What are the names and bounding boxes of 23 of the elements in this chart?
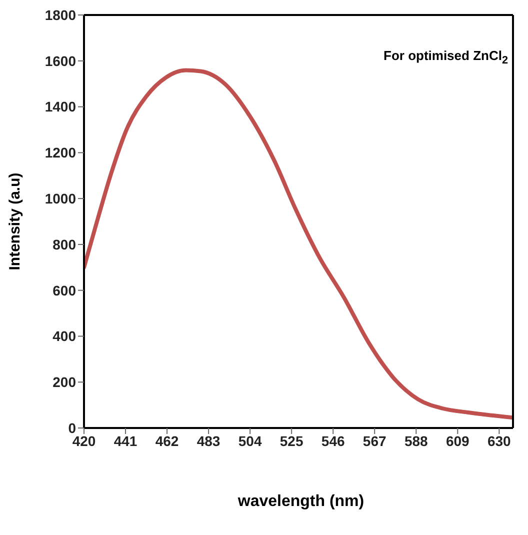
- x-tick-label: 609: [446, 432, 470, 449]
- y-tick-label: 1000: [44, 190, 76, 207]
- y-tick-label: 1600: [44, 52, 76, 69]
- x-tick-label: 546: [321, 432, 345, 449]
- y-tick-label: 1800: [44, 6, 76, 23]
- y-tick-label: 1400: [44, 98, 76, 115]
- x-tick-label: 504: [238, 432, 262, 449]
- y-tick-label: 600: [52, 282, 76, 298]
- x-axis-title: wavelength (nm): [236, 493, 366, 511]
- y-tick-label: 800: [52, 236, 76, 252]
- x-tick-label: 441: [114, 432, 138, 449]
- annotation: For optimised ZnCl$_{2}$: [384, 48, 508, 67]
- x-tick-label: 483: [196, 432, 220, 449]
- x-tick-label: 462: [155, 432, 179, 449]
- x-tick-label: 630: [487, 432, 512, 449]
- x-tick-label: 588: [404, 432, 428, 449]
- y-axis-title: Intensity (a.u): [6, 172, 24, 270]
- line-series: [84, 68, 513, 420]
- y-tick-label: 1200: [44, 144, 76, 161]
- y-tick-label: 400: [52, 328, 76, 344]
- x-tick-label: 567: [362, 432, 387, 449]
- x-tick-label: 525: [280, 432, 304, 449]
- y-tick-label: 200: [52, 374, 76, 390]
